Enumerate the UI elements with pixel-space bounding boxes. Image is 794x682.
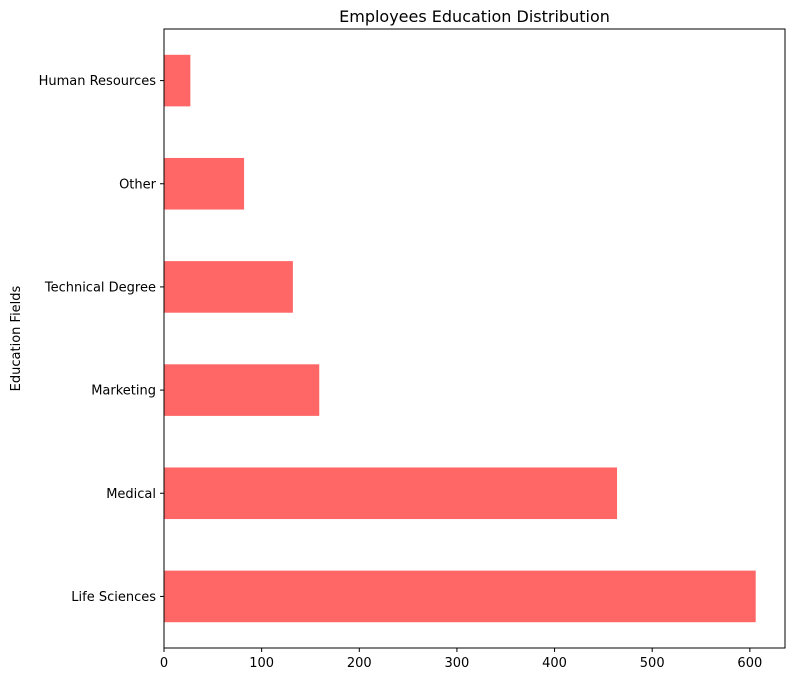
y-ticks-group: Life Sciences Medical Marketing Technical D… bbox=[39, 74, 164, 605]
x-tick-label: 200 bbox=[347, 656, 372, 671]
x-ticks-group: 0 100 200 300 400 500 600 bbox=[160, 648, 762, 671]
bar-life-sciences bbox=[164, 570, 756, 623]
bar-marketing bbox=[164, 364, 320, 416]
plot-frame bbox=[163, 28, 786, 649]
y-tick-label: Other bbox=[119, 177, 157, 192]
x-tick-label: 0 bbox=[160, 656, 168, 671]
y-tick-label: Technical Degree bbox=[44, 280, 156, 295]
x-tick-label: 500 bbox=[640, 656, 665, 671]
bar-medical bbox=[164, 467, 618, 520]
y-tick-label: Medical bbox=[106, 487, 156, 502]
y-tick-label: Life Sciences bbox=[71, 590, 156, 605]
x-tick-label: 400 bbox=[542, 656, 567, 671]
x-tick-label: 300 bbox=[445, 656, 470, 671]
y-tick-label: Marketing bbox=[91, 384, 156, 399]
y-tick-label: Human Resources bbox=[39, 74, 157, 89]
y-axis-label: Education Fields bbox=[9, 285, 24, 391]
bar-other bbox=[164, 157, 245, 210]
bars-group bbox=[164, 54, 756, 623]
bar-human-resources bbox=[164, 54, 191, 107]
x-tick-label: 600 bbox=[737, 656, 762, 671]
x-tick-label: 100 bbox=[249, 656, 274, 671]
bar-technical-degree bbox=[164, 261, 293, 313]
chart-title: Employees Education Distribution bbox=[339, 7, 610, 26]
